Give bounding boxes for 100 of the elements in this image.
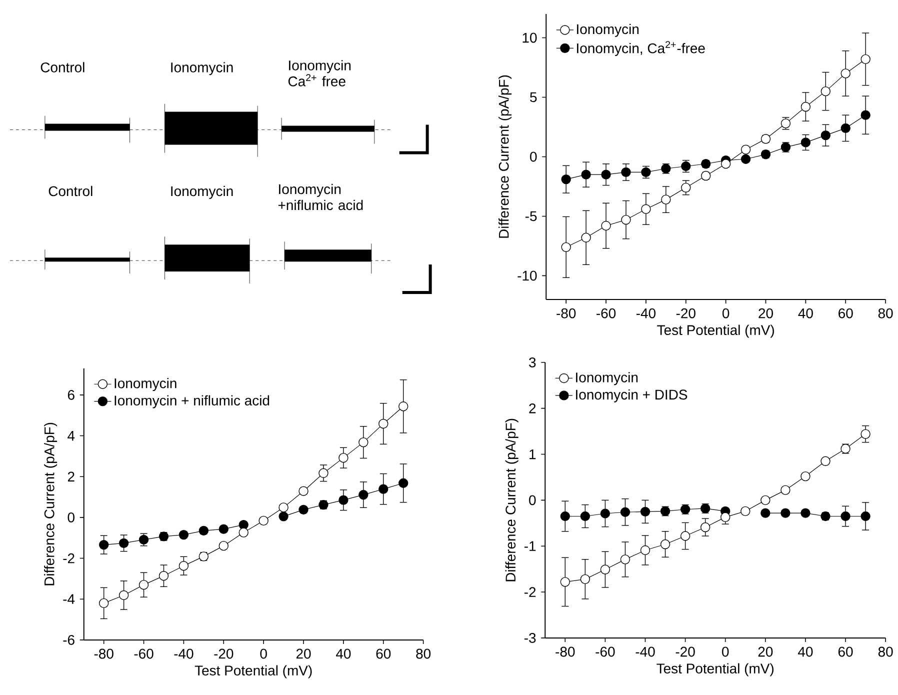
point bbox=[318, 468, 328, 478]
x-tick-label: -60 bbox=[596, 646, 615, 657]
y-tick-label: -2 bbox=[524, 587, 536, 597]
point bbox=[740, 506, 750, 516]
x-tick-label: -80 bbox=[556, 308, 576, 318]
y-tick-label: 3 bbox=[529, 358, 536, 368]
x-tick-label: -40 bbox=[636, 308, 656, 318]
legend-label: Ionomycin, Ca$^{2+}$-free bbox=[577, 41, 705, 56]
legend-label: Ionomycin bbox=[577, 24, 639, 37]
point bbox=[860, 511, 870, 522]
y-tick-label: 4 bbox=[68, 431, 75, 441]
y-tick-label: -10 bbox=[518, 270, 537, 281]
point bbox=[660, 539, 670, 550]
point bbox=[118, 538, 129, 548]
point bbox=[601, 220, 611, 231]
x-tick-label: 60 bbox=[838, 646, 853, 657]
point bbox=[138, 580, 149, 590]
point bbox=[640, 545, 650, 556]
point bbox=[760, 508, 770, 518]
point bbox=[740, 154, 751, 164]
x-tick-label: 80 bbox=[416, 648, 431, 659]
x-tick-label: 0 bbox=[722, 308, 730, 318]
x-tick-label: -80 bbox=[94, 648, 114, 659]
point bbox=[581, 232, 591, 243]
x-tick-label: -60 bbox=[596, 308, 616, 318]
point bbox=[641, 204, 651, 214]
point bbox=[278, 502, 288, 512]
point bbox=[600, 564, 610, 574]
x-tick-label: 60 bbox=[376, 648, 391, 659]
point bbox=[338, 453, 348, 463]
point bbox=[820, 130, 830, 140]
point bbox=[820, 456, 830, 466]
y-tick-label: -3 bbox=[524, 633, 536, 643]
point bbox=[780, 508, 790, 518]
x-tick-label: 40 bbox=[336, 648, 351, 659]
legend-label: Ionomycin + niflumic acid bbox=[114, 395, 270, 408]
point bbox=[680, 531, 690, 541]
point bbox=[358, 490, 368, 500]
text: Control bbox=[40, 62, 84, 72]
point bbox=[780, 485, 790, 495]
point bbox=[720, 159, 731, 169]
text: Ionomycin +niflumic acid bbox=[278, 184, 363, 210]
point bbox=[800, 138, 811, 148]
point bbox=[118, 590, 129, 600]
x-tick-label: -20 bbox=[676, 646, 695, 657]
point bbox=[218, 541, 228, 551]
y-axis-title: Difference Current (pA/pF) bbox=[505, 418, 518, 582]
x-tick-label: 20 bbox=[758, 646, 773, 657]
point bbox=[298, 504, 308, 515]
point bbox=[820, 86, 830, 96]
point bbox=[560, 511, 570, 522]
y-tick-label: 1 bbox=[530, 450, 536, 460]
point bbox=[621, 167, 631, 178]
point bbox=[561, 242, 571, 252]
point bbox=[560, 577, 570, 587]
point bbox=[700, 522, 710, 532]
point bbox=[800, 508, 810, 518]
point bbox=[580, 574, 590, 584]
point bbox=[620, 554, 630, 564]
point bbox=[840, 511, 850, 522]
point bbox=[840, 123, 850, 134]
text: Ionomycin bbox=[171, 186, 233, 199]
point bbox=[238, 520, 248, 530]
y-axis-title: Difference Current (pA/pF) bbox=[44, 422, 58, 586]
point bbox=[238, 528, 248, 538]
y-tick-label: 10 bbox=[522, 32, 537, 43]
point bbox=[378, 418, 388, 429]
point bbox=[338, 495, 348, 505]
x-tick-label: 80 bbox=[878, 646, 893, 657]
point bbox=[760, 495, 770, 506]
point bbox=[398, 478, 408, 488]
point bbox=[278, 512, 288, 522]
x-tick-label: -40 bbox=[174, 648, 194, 659]
point bbox=[740, 144, 751, 154]
x-axis-title: Test Potential (mV) bbox=[657, 324, 774, 338]
y-tick-label: -1 bbox=[524, 541, 536, 551]
text: Ionomycin bbox=[171, 62, 233, 76]
legend-label: Ionomycin + DIDS bbox=[576, 389, 688, 402]
point bbox=[661, 194, 671, 204]
x-axis-title: Test Potential (mV) bbox=[194, 665, 312, 678]
y-tick-label: 6 bbox=[68, 390, 74, 400]
text: Ionomycin Ca$^{2+}$ free bbox=[288, 60, 351, 86]
y-tick-label: -5 bbox=[525, 211, 537, 222]
point bbox=[358, 438, 368, 448]
y-axis-title: Difference Current (pA/pF) bbox=[498, 75, 512, 238]
point bbox=[561, 174, 571, 184]
x-tick-label: 0 bbox=[722, 646, 729, 657]
y-tick-label: -2 bbox=[63, 553, 74, 564]
point bbox=[621, 215, 631, 225]
point bbox=[258, 516, 268, 526]
x-tick-label: -80 bbox=[556, 646, 575, 657]
x-axis-title: Test Potential (mV) bbox=[656, 663, 774, 676]
point bbox=[218, 524, 228, 534]
x-tick-label: 80 bbox=[878, 308, 893, 318]
y-tick-label: 0 bbox=[530, 152, 537, 162]
point bbox=[800, 472, 810, 482]
point bbox=[98, 598, 109, 608]
y-tick-label: 0 bbox=[68, 512, 74, 522]
x-tick-label: -60 bbox=[134, 648, 154, 659]
point bbox=[398, 402, 408, 412]
